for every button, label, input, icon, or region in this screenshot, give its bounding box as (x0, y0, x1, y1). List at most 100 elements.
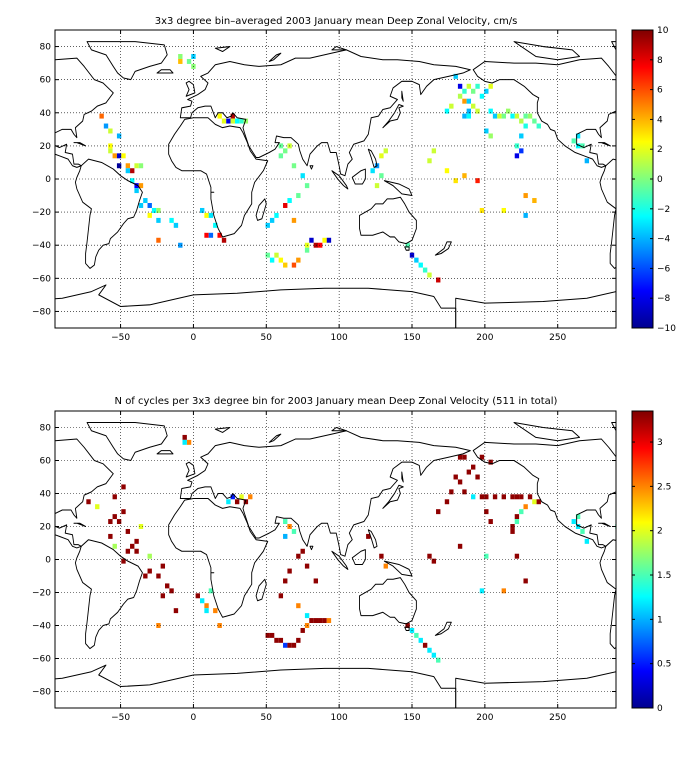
data-cell (514, 514, 520, 520)
data-cell (283, 578, 288, 584)
data-cell (620, 143, 624, 148)
panel-cycles: N of cycles per 3x3 degree bin for 2003 … (32, 396, 671, 723)
data-cell (134, 188, 139, 194)
data-cell (178, 58, 183, 64)
data-cell (217, 113, 222, 119)
data-cell (479, 93, 485, 99)
colorbar-tick-label: 3 (657, 438, 663, 448)
x-tick-label: 250 (549, 713, 566, 723)
colorbar-ticks-cycles: 0 0.5 1 1.5 2 2.5 3 (632, 438, 671, 714)
data-cell (125, 168, 131, 174)
gridlines-cycles (55, 411, 616, 708)
data-cell (514, 553, 520, 559)
data-cell (108, 148, 113, 154)
data-cell (243, 118, 249, 124)
data-cell (156, 573, 161, 579)
data-cell (462, 113, 467, 119)
data-cell (125, 548, 131, 554)
data-cell (497, 113, 502, 119)
data-cell (121, 509, 126, 515)
data-cell (278, 637, 284, 643)
data-cell (374, 183, 380, 189)
colorbar-ticks-velocity: −10 −8 −6 −4 −2 0 2 4 6 8 10 (632, 26, 676, 334)
panel-velocity: 3x3 degree bin–averaged 2003 January mea… (32, 16, 676, 343)
data-cell (532, 499, 537, 505)
data-cell (304, 563, 310, 569)
gridlines-velocity (55, 30, 616, 328)
data-cell (427, 272, 432, 278)
data-cell (514, 153, 520, 159)
chart-title-cycles: N of cycles per 3x3 degree bin for 2003 … (115, 396, 558, 407)
colorbar-tick-label: 0 (657, 175, 663, 185)
data-cell (471, 464, 476, 470)
data-cell (283, 148, 288, 154)
data-cell (479, 207, 485, 213)
data-cell (278, 257, 284, 263)
data-cell (313, 578, 319, 584)
data-cell (523, 212, 528, 218)
data-cell (462, 489, 467, 495)
data-cell (514, 113, 520, 119)
data-cell (186, 439, 192, 445)
data-cell (296, 257, 301, 263)
data-cell (466, 83, 472, 89)
data-cell (304, 247, 310, 253)
data-cell (287, 568, 292, 574)
data-cell (436, 657, 441, 663)
data-cell (304, 613, 310, 619)
colorbar-tick-label: 2.5 (657, 482, 671, 492)
data-cell (112, 494, 117, 500)
y-ticks-cycles: −80 −60 −40 −20 0 20 40 60 80 (32, 424, 616, 698)
colorbar-tick-label: 8 (657, 56, 663, 66)
data-cell (453, 178, 458, 184)
data-cell (291, 528, 297, 534)
data-cell (466, 469, 472, 475)
data-cell (160, 563, 166, 569)
data-cell (405, 623, 410, 628)
data-cell (283, 533, 288, 539)
colorbar-tick-label: −4 (657, 235, 671, 245)
data-cell (296, 193, 301, 199)
data-cell (484, 88, 489, 94)
x-tick-label: 50 (261, 713, 273, 723)
data-cell (527, 494, 533, 500)
data-cell (479, 494, 485, 500)
data-cell (269, 257, 275, 263)
data-cell (178, 242, 183, 248)
colorbar-tick-label: −6 (657, 264, 671, 274)
data-cell (217, 232, 222, 238)
data-cell (291, 642, 297, 648)
data-cell (283, 262, 288, 268)
data-cell (366, 533, 371, 539)
data-cell (121, 153, 126, 159)
data-cell (484, 128, 489, 134)
data-cell (453, 73, 458, 79)
data-cell (265, 632, 270, 638)
data-cell (479, 588, 485, 594)
data-cell (383, 563, 388, 569)
x-tick-label: 250 (549, 333, 566, 343)
data-cell (291, 262, 297, 268)
data-cell (283, 519, 288, 525)
data-cell (178, 54, 183, 59)
data-cell (466, 113, 472, 119)
data-cell (208, 212, 214, 218)
data-cell (243, 499, 249, 505)
data-cell (580, 143, 585, 149)
data-cell (414, 257, 419, 263)
data-cell (462, 454, 467, 460)
data-cell (230, 118, 235, 124)
data-cell (147, 212, 152, 218)
data-cell (475, 83, 480, 89)
data-cell (274, 252, 279, 258)
x-tick-label: 150 (403, 713, 420, 723)
y-tick-label: −80 (32, 688, 51, 698)
y-tick-label: 60 (40, 457, 52, 467)
x-tick-label: −50 (111, 713, 130, 723)
data-cell (274, 637, 279, 643)
y-tick-label: 20 (40, 142, 52, 152)
data-cell (457, 83, 463, 89)
data-cell (471, 88, 476, 94)
data-cell (169, 217, 174, 223)
y-tick-label: −40 (32, 241, 51, 251)
